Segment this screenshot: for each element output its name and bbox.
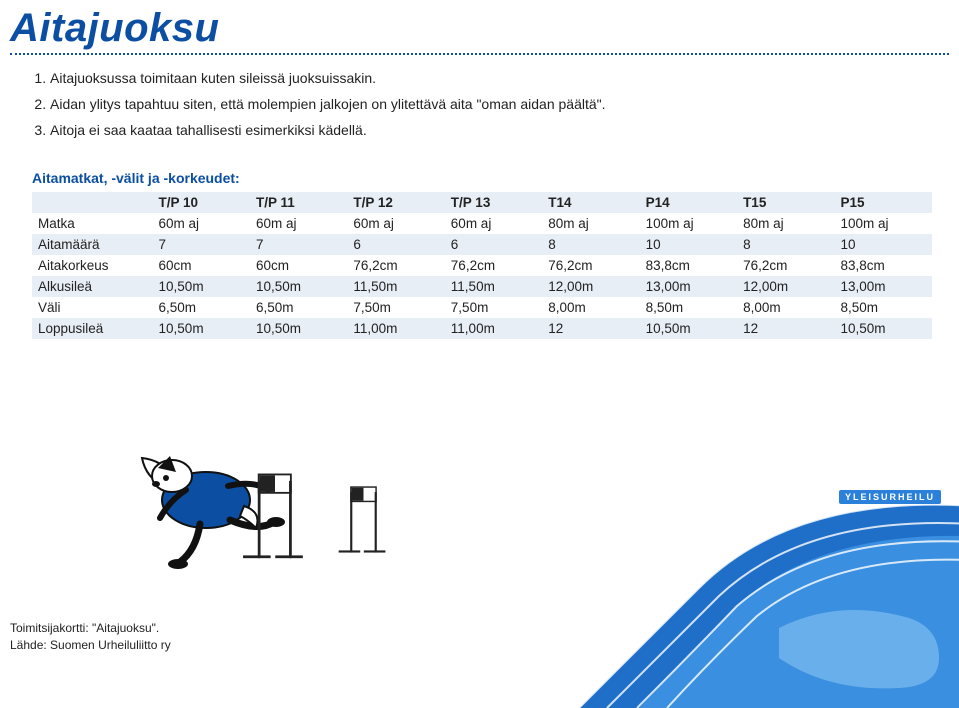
cell: 8,50m	[834, 297, 932, 318]
cell: 10	[834, 234, 932, 255]
cell: 12	[542, 318, 639, 339]
table-row: Aitakorkeus 60cm 60cm 76,2cm 76,2cm 76,2…	[32, 255, 932, 276]
cell: 10,50m	[250, 318, 347, 339]
cell: 10,50m	[153, 276, 250, 297]
cell: 11,00m	[445, 318, 542, 339]
cell: 8,00m	[542, 297, 639, 318]
row-label: Väli	[32, 297, 153, 318]
hurdle-specs-table: T/P 10 T/P 11 T/P 12 T/P 13 T14 P14 T15 …	[32, 192, 932, 339]
cell: 100m aj	[834, 213, 932, 234]
hurdles-illustration	[120, 420, 420, 600]
cell: 11,50m	[445, 276, 542, 297]
cell: 76,2cm	[737, 255, 834, 276]
cell: 60m aj	[347, 213, 444, 234]
col-header: T15	[737, 192, 834, 213]
cell: 80m aj	[737, 213, 834, 234]
cell: 6	[445, 234, 542, 255]
cell: 7,50m	[347, 297, 444, 318]
cell: 83,8cm	[834, 255, 932, 276]
rule-item: Aitoja ei saa kaataa tahallisesti esimer…	[50, 119, 949, 143]
cell: 13,00m	[640, 276, 737, 297]
cell: 12	[737, 318, 834, 339]
page-title: Aitajuoksu	[0, 0, 959, 53]
cell: 6	[347, 234, 444, 255]
table-header-row: T/P 10 T/P 11 T/P 12 T/P 13 T14 P14 T15 …	[32, 192, 932, 213]
table-row: Aitamäärä 7 7 6 6 8 10 8 10	[32, 234, 932, 255]
cell: 8,50m	[640, 297, 737, 318]
cell: 10,50m	[834, 318, 932, 339]
cell: 8,00m	[737, 297, 834, 318]
cell: 60m aj	[153, 213, 250, 234]
cell: 76,2cm	[347, 255, 444, 276]
footer-line: Toimitsijakortti: "Aitajuoksu".	[10, 620, 171, 637]
background-swoosh-icon	[579, 448, 959, 708]
cell: 76,2cm	[542, 255, 639, 276]
brand-badge: YLEISURHEILU	[839, 490, 941, 504]
cell: 60cm	[153, 255, 250, 276]
cell: 12,00m	[737, 276, 834, 297]
footer-line: Lähde: Suomen Urheiluliitto ry	[10, 637, 171, 654]
col-header: T/P 13	[445, 192, 542, 213]
cell: 13,00m	[834, 276, 932, 297]
col-header: T/P 11	[250, 192, 347, 213]
cell: 6,50m	[250, 297, 347, 318]
table-row: Alkusileä 10,50m 10,50m 11,50m 11,50m 12…	[32, 276, 932, 297]
cell: 6,50m	[153, 297, 250, 318]
table-row: Matka 60m aj 60m aj 60m aj 60m aj 80m aj…	[32, 213, 932, 234]
hurdle-icon	[252, 470, 304, 558]
cell: 10,50m	[250, 276, 347, 297]
cell: 11,00m	[347, 318, 444, 339]
col-header: T/P 12	[347, 192, 444, 213]
col-header: P14	[640, 192, 737, 213]
cell: 100m aj	[640, 213, 737, 234]
title-divider	[10, 53, 949, 55]
col-header: P15	[834, 192, 932, 213]
cell: 8	[737, 234, 834, 255]
cell: 76,2cm	[445, 255, 542, 276]
cell: 10	[640, 234, 737, 255]
hurdle-icon	[346, 483, 386, 552]
cell: 7	[250, 234, 347, 255]
cell: 10,50m	[640, 318, 737, 339]
cell: 7,50m	[445, 297, 542, 318]
col-header: T14	[542, 192, 639, 213]
row-label: Loppusileä	[32, 318, 153, 339]
cell: 60m aj	[445, 213, 542, 234]
cell: 60m aj	[250, 213, 347, 234]
table-row: Väli 6,50m 6,50m 7,50m 7,50m 8,00m 8,50m…	[32, 297, 932, 318]
cell: 8	[542, 234, 639, 255]
row-label: Aitamäärä	[32, 234, 153, 255]
cell: 10,50m	[153, 318, 250, 339]
cell: 11,50m	[347, 276, 444, 297]
footer: Toimitsijakortti: "Aitajuoksu". Lähde: S…	[10, 620, 171, 654]
table-title: Aitamatkat, -välit ja -korkeudet:	[0, 144, 959, 192]
table-row: Loppusileä 10,50m 10,50m 11,00m 11,00m 1…	[32, 318, 932, 339]
cell: 7	[153, 234, 250, 255]
cell: 80m aj	[542, 213, 639, 234]
cell: 60cm	[250, 255, 347, 276]
row-label: Matka	[32, 213, 153, 234]
col-header: T/P 10	[153, 192, 250, 213]
cell: 12,00m	[542, 276, 639, 297]
row-label: Alkusileä	[32, 276, 153, 297]
rule-item: Aidan ylitys tapahtuu siten, että molemp…	[50, 93, 949, 117]
row-label: Aitakorkeus	[32, 255, 153, 276]
rule-item: Aitajuoksussa toimitaan kuten sileissä j…	[50, 67, 949, 91]
rules-list: Aitajuoksussa toimitaan kuten sileissä j…	[0, 63, 959, 142]
cell: 83,8cm	[640, 255, 737, 276]
